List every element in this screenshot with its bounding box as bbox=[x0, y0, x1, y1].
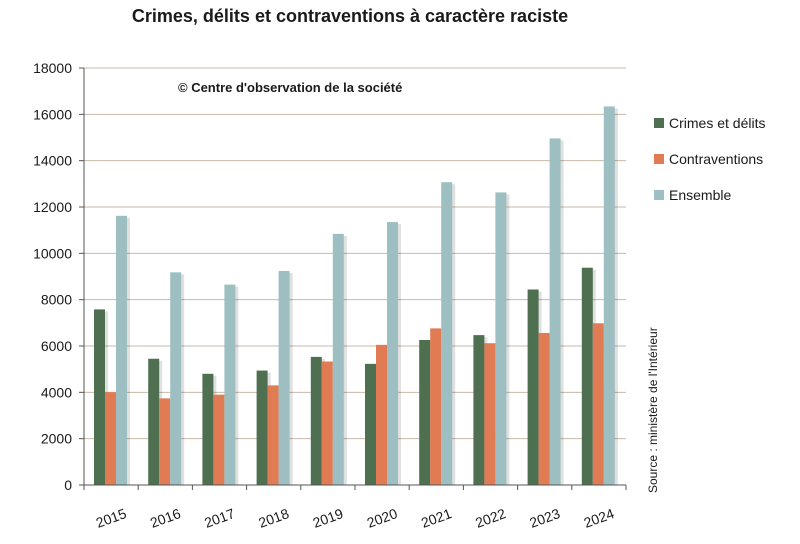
legend-swatch-crimes bbox=[654, 118, 664, 128]
y-tick-label: 14000 bbox=[33, 153, 72, 169]
y-tick-label: 10000 bbox=[33, 245, 72, 261]
legend-item-ensemble: Ensemble bbox=[654, 177, 765, 213]
legend-swatch-ensemble bbox=[654, 190, 664, 200]
x-tick-label: 2018 bbox=[256, 505, 291, 531]
bar-ensemble bbox=[278, 270, 290, 485]
bar-contraventions bbox=[430, 328, 442, 485]
bar-crimes-delits bbox=[527, 289, 539, 485]
legend-item-crimes: Crimes et délits bbox=[654, 105, 765, 141]
copyright-annotation: © Centre d'observation de la société bbox=[178, 80, 403, 95]
bar-ensemble bbox=[170, 272, 182, 485]
bar-ensemble bbox=[603, 106, 615, 485]
bar-crimes-delits bbox=[581, 267, 593, 485]
bar-crimes-delits bbox=[473, 335, 485, 485]
x-tick-label: 2016 bbox=[148, 505, 183, 531]
bar-contraventions bbox=[376, 344, 387, 485]
bar-ensemble bbox=[441, 182, 453, 485]
x-tick-label: 2017 bbox=[202, 505, 237, 531]
x-tick-label: 2015 bbox=[94, 505, 129, 531]
y-tick-label: 18000 bbox=[33, 60, 72, 76]
bar-contraventions bbox=[484, 343, 496, 485]
x-tick-label: 2024 bbox=[582, 505, 617, 531]
x-axis: 2015 2016 2017 2018 2019 2020 2021 2022 2023 2024 bbox=[83, 484, 627, 531]
bar-ensemble bbox=[495, 192, 507, 485]
bar-ensemble bbox=[549, 138, 561, 485]
bar-contraventions bbox=[538, 333, 550, 485]
y-tick-label: 4000 bbox=[41, 384, 72, 400]
y-tick-label: 8000 bbox=[41, 292, 72, 308]
x-tick-label: 2021 bbox=[419, 505, 454, 531]
legend: Crimes et délits Contraventions Ensemble bbox=[654, 105, 765, 213]
y-tick-label: 2000 bbox=[41, 431, 72, 447]
bar-crimes-delits bbox=[148, 358, 160, 485]
bar-ensemble bbox=[224, 284, 236, 485]
y-tick-label: 6000 bbox=[41, 338, 72, 354]
bar-crimes-delits bbox=[365, 363, 376, 485]
bar-crimes-delits bbox=[419, 339, 431, 485]
x-tick-label: 2020 bbox=[365, 505, 400, 531]
bar-ensemble bbox=[116, 215, 127, 485]
y-tick-label: 12000 bbox=[33, 199, 72, 215]
bar-crimes-delits bbox=[202, 373, 214, 485]
bar-contraventions bbox=[105, 392, 116, 485]
bar-ensemble bbox=[332, 233, 344, 485]
legend-swatch-contraventions bbox=[654, 154, 664, 164]
bar-contraventions bbox=[267, 385, 279, 485]
source-note: Source : ministère de l'Intérieur bbox=[646, 327, 660, 493]
bar-contraventions bbox=[159, 398, 171, 485]
y-axis: 0 2000 4000 6000 8000 10000 12000 14000 16000 180… bbox=[33, 60, 85, 493]
bar-crimes-delits bbox=[256, 370, 268, 485]
legend-item-contraventions: Contraventions bbox=[654, 141, 765, 177]
bars bbox=[94, 106, 618, 485]
legend-label-ensemble: Ensemble bbox=[669, 187, 732, 203]
x-tick-label: 2022 bbox=[473, 505, 508, 531]
bar-contraventions bbox=[213, 394, 225, 485]
bar-contraventions bbox=[592, 323, 604, 485]
bar-contraventions bbox=[321, 361, 333, 485]
bar-crimes-delits bbox=[94, 309, 105, 485]
legend-label-contraventions: Contraventions bbox=[669, 151, 764, 167]
legend-label-crimes: Crimes et délits bbox=[669, 115, 766, 131]
bar-ensemble bbox=[387, 222, 398, 485]
y-tick-label: 0 bbox=[64, 477, 72, 493]
chart-title: Crimes, délits et contraventions à carac… bbox=[131, 6, 569, 26]
bar-crimes-delits bbox=[310, 356, 322, 485]
x-tick-label: 2023 bbox=[527, 505, 562, 531]
x-tick-label: 2019 bbox=[311, 505, 346, 531]
y-tick-label: 16000 bbox=[33, 106, 72, 122]
